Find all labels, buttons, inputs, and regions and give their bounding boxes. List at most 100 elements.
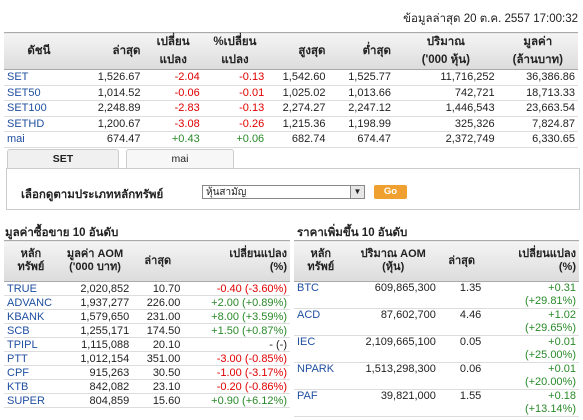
symbol-link[interactable]: ADVANC	[4, 295, 58, 310]
table-row[interactable]: TRUE 2,020,852 10.70 -0.40 (-3.60%)	[4, 281, 290, 296]
index-high: 2,274.27	[267, 100, 329, 117]
chevron-down-icon[interactable]: ▼	[350, 186, 364, 198]
index-name-link[interactable]: SETHD	[4, 116, 74, 132]
index-pct-change: -0.13	[202, 69, 268, 86]
spacer	[442, 403, 481, 416]
table-row[interactable]: PTT 1,012,154 351.00 -3.00 (-0.85%)	[4, 351, 290, 366]
table-row[interactable]: TPIPL 1,115,088 20.10- (-)	[4, 337, 290, 352]
index-row[interactable]: mai 674.47 +0.43 +0.06 682.74 674.47 2,372,749…	[4, 131, 578, 148]
symbol-link[interactable]: KBANK	[4, 309, 58, 324]
aom-volume-cell: 609,865,300	[347, 281, 439, 309]
index-high: 682.74	[267, 131, 329, 148]
index-high: 1,542.60	[267, 69, 329, 86]
aom-value: 915,263	[57, 365, 133, 380]
aom-value: 842,082	[57, 379, 133, 394]
spacer	[351, 322, 436, 335]
spacer	[442, 295, 481, 308]
index-name-link[interactable]: SET100	[4, 100, 74, 117]
price-change: +0.31	[548, 282, 576, 294]
index-change: -0.06	[143, 85, 203, 101]
index-change: -2.04	[143, 69, 203, 86]
index-name-link[interactable]: mai	[4, 131, 74, 148]
top-gainers-title: ราคาเพิ่มขึ้น 10 อันดับ	[297, 227, 408, 239]
table-row[interactable]: NPARK 1,513,298,300 0.06 +0.01 (+20.00%)	[294, 362, 579, 390]
price-change: -1.00 (-3.17%)	[183, 365, 290, 380]
index-last: 674.47	[73, 131, 144, 148]
last-price: 0.05	[459, 336, 482, 348]
col-pct-change: %เปลี่ยน แปลง	[202, 32, 268, 70]
index-name-link[interactable]: SET50	[4, 85, 74, 101]
index-low: 2,247.12	[328, 100, 395, 117]
index-last: 1,014.52	[73, 85, 144, 101]
last-price: 30.50	[132, 365, 184, 380]
last-price: 174.50	[132, 323, 184, 338]
symbol-link[interactable]: PAF	[297, 390, 318, 402]
symbol-link[interactable]: CPF	[4, 365, 58, 380]
table-row[interactable]: KBANK 1,579,650 231.00 +8.00 (+3.59%)	[4, 309, 290, 324]
tab-mai[interactable]: mai	[126, 149, 234, 169]
col-change: เปลี่ยน แปลง	[143, 32, 203, 70]
symbol-link[interactable]: TPIPL	[4, 337, 58, 352]
index-high: 1,215.36	[267, 116, 329, 132]
aom-value: 1,579,650	[57, 309, 133, 324]
aom-volume: 609,865,300	[374, 282, 436, 294]
table-row[interactable]: PAF 39,821,000 1.55 +0.18 (+13.14%)	[294, 389, 579, 417]
aom-value: 804,859	[57, 393, 133, 408]
top-gainers-header: หลัก ทรัพย์ ปริมาณ AOM (หุ้น) ล่าสุด เปลี่…	[294, 240, 579, 282]
col-change: เปลี่ยนแปลง (%)	[183, 240, 290, 282]
go-button[interactable]: Go	[374, 185, 407, 199]
index-pct-change: -0.13	[202, 100, 268, 117]
price-change: -3.00 (-0.85%)	[183, 351, 290, 366]
security-type-filter: เลือกดูตามประเภทหลักทรัพย์ หุ้นสามัญ ▼ G…	[6, 168, 580, 210]
index-low: 1,525.77	[328, 69, 395, 86]
table-row[interactable]: CPF 915,263 30.50 -1.00 (-3.17%)	[4, 365, 290, 380]
symbol-link[interactable]: IEC	[297, 336, 316, 348]
aom-value: 1,012,154	[57, 351, 133, 366]
index-low: 1,198.99	[328, 116, 395, 132]
price-change-cell: +0.01 (+20.00%)	[484, 362, 579, 390]
tab-set[interactable]: SET	[7, 149, 119, 169]
price-change-cell: +0.18 (+13.14%)	[484, 389, 579, 417]
index-value: 18,713.33	[497, 85, 578, 101]
price-change: +0.01	[548, 363, 576, 375]
symbol-cell: BTC	[294, 281, 348, 309]
index-last: 2,248.89	[73, 100, 144, 117]
symbol-link[interactable]: SUPER	[4, 393, 58, 408]
index-change: -2.83	[143, 100, 203, 117]
top-value-table: หลัก ทรัพย์ มูลค่า AOM ('000 บาท) ล่าสุด เ…	[4, 240, 290, 408]
table-row[interactable]: ADVANC 1,937,277 226.00 +2.00 (+0.89%)	[4, 295, 290, 310]
security-type-select[interactable]: หุ้นสามัญ ▼	[202, 185, 365, 199]
symbol-link[interactable]: ACD	[297, 309, 321, 321]
symbol-link[interactable]: SCB	[4, 323, 58, 338]
price-change-pct: (+20.00%)	[524, 376, 576, 388]
symbol-link[interactable]: KTB	[4, 379, 58, 394]
col-aom-value: มูลค่า AOM ('000 บาท)	[57, 240, 133, 282]
table-row[interactable]: KTB 842,082 23.10 -0.20 (-0.86%)	[4, 379, 290, 394]
spacer	[297, 349, 345, 362]
table-row[interactable]: SCB 1,255,171 174.50 +1.50 (+0.87%)	[4, 323, 290, 338]
table-row[interactable]: IEC 2,109,665,100 0.05 +0.01 (+25.00%)	[294, 335, 579, 363]
index-row[interactable]: SETHD 1,200.67 -3.08 -0.26 1,215.36 1,198.99 3…	[4, 116, 578, 132]
table-row[interactable]: ACD 87,602,700 4.46 +1.02 (+29.65%)	[294, 308, 579, 336]
symbol-link[interactable]: PTT	[4, 351, 58, 366]
symbol-link[interactable]: TRUE	[4, 281, 58, 296]
table-row[interactable]: SUPER 804,859 15.60 +0.90 (+6.12%)	[4, 393, 290, 408]
table-row[interactable]: BTC 609,865,300 1.35 +0.31 (+29.81%)	[294, 281, 579, 309]
index-row[interactable]: SET100 2,248.89 -2.83 -0.13 2,274.27 2,247.12…	[4, 100, 578, 117]
index-row[interactable]: SET50 1,014.52 -0.06 -0.01 1,025.02 1,013.66 7…	[4, 85, 578, 101]
last-price: 23.10	[132, 379, 184, 394]
index-row[interactable]: SET 1,526.67 -2.04 -0.13 1,542.60 1,525.77 11,…	[4, 69, 578, 86]
col-volume: ปริมาณ ('000 หุ้น)	[394, 32, 498, 70]
symbol-link[interactable]: NPARK	[297, 363, 335, 375]
index-value: 7,824.87	[497, 116, 578, 132]
col-last: ล่าสุด	[132, 240, 184, 282]
symbol-link[interactable]: BTC	[297, 282, 319, 294]
index-name-link[interactable]: SET	[4, 69, 74, 86]
index-change: -3.08	[143, 116, 203, 132]
last-price: 15.60	[132, 393, 184, 408]
col-symbol: หลัก ทรัพย์	[4, 240, 58, 282]
col-last: ล่าสุด	[438, 240, 485, 282]
last-price: 10.70	[132, 281, 184, 296]
last-price: 231.00	[132, 309, 184, 324]
price-change: +2.00 (+0.89%)	[183, 295, 290, 310]
